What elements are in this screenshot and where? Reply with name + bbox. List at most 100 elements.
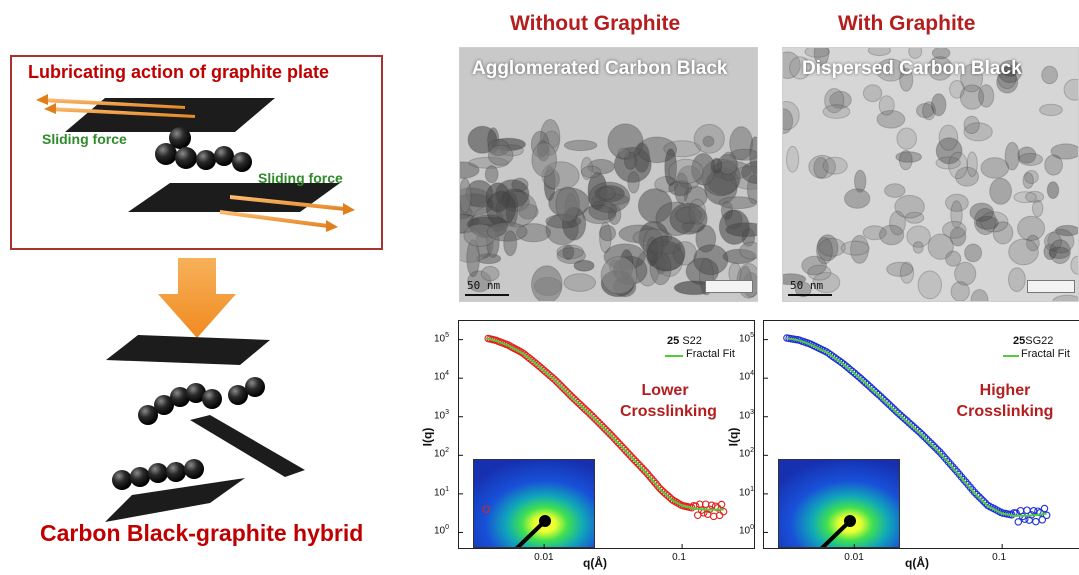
data-point [650,477,658,486]
data-point [959,475,968,484]
tem-image-agglomerated [459,47,758,302]
tem-particle [1032,199,1044,218]
tem-particle [556,247,587,265]
tem-particle [1008,238,1039,266]
tem-particle [906,225,931,248]
scale-bar-label-right: 50 nm [790,279,824,292]
data-point [648,475,656,483]
data-point [842,362,850,370]
data-point [877,392,885,401]
tem-particle [556,244,584,260]
data-point [925,437,933,445]
y-tick-label: 105 [739,331,755,344]
tem-particle [840,240,870,256]
data-point [552,377,560,385]
data-point [580,404,588,412]
data-point [640,466,648,474]
tem-particle [927,233,954,260]
data-point [560,385,568,393]
data-point [550,375,558,383]
tem-stamp-right [1027,280,1075,293]
data-point [927,439,935,448]
tem-particle [898,149,913,171]
tem-particle [1022,172,1034,189]
data-point [920,433,929,441]
data-point [634,459,642,468]
header-with-graphite: With Graphite [838,12,976,35]
y-tick-label: 100 [739,524,755,537]
tem-particle [555,186,580,223]
tem-particle [664,148,678,187]
tem-particle [691,153,716,186]
tem-particle [850,234,869,264]
data-point [1036,508,1044,517]
data-point [642,468,650,476]
tem-particle [693,244,729,276]
data-point [600,424,608,432]
tem-particle [786,145,800,173]
annotation-lower-crosslinking: Lower Crosslinking [620,380,717,422]
legend-name-plot2: SG22 [1025,335,1054,347]
tem-particle [899,261,915,284]
tem-particle [829,90,852,109]
data-point [872,388,881,397]
tem-particle [710,157,723,174]
tem-particle [562,244,575,261]
tem-particle [1050,143,1078,160]
tem-particle [563,273,597,292]
tem-particle [783,101,800,130]
tem-particle [945,250,962,267]
tem-particle [1003,65,1018,77]
tem-particle [1026,234,1040,252]
tem-particle [1044,154,1064,176]
tem-particle [718,196,757,210]
tem-particle [969,202,994,222]
data-point [890,405,898,413]
tem-particle [688,198,707,225]
hybrid-label: Carbon Black-graphite hybrid [40,520,364,546]
data-point [620,444,628,453]
data-point [572,396,580,405]
data-point [844,363,852,372]
data-point [588,411,596,420]
data-point [933,446,942,454]
data-point [717,500,726,509]
tem-particle [959,84,985,110]
tem-particle [1025,190,1045,203]
legend-fit-plot1: Fractal Fit [686,348,735,360]
tem-particle [978,84,995,108]
tem-particle [637,188,673,224]
tem-particle [1046,181,1060,200]
data-point [879,394,887,403]
tem-particle [1024,170,1039,184]
data-point [881,397,889,405]
tem-particle [1043,243,1058,260]
tem-particle [1017,215,1046,242]
tem-particle [674,172,689,205]
data-point [610,434,618,442]
tem-particle [916,103,935,119]
tem-particle [783,108,794,134]
schematic-title: Lubricating action of graphite plate [28,62,330,82]
tem-particle [912,241,924,254]
tem-particle [1041,65,1059,85]
data-point [652,479,660,488]
data-point [592,415,600,424]
lubrication-schematic-box [10,55,383,250]
tem-particle [927,56,953,81]
data-point [604,428,612,436]
saxs-plot-2-marks [763,334,1051,549]
tem-particle [813,157,829,179]
tem-particle [938,124,959,151]
tem-particle [599,221,612,254]
data-point [616,440,624,449]
tem-particle [563,139,598,152]
tem-particle [460,177,472,214]
data-point [626,451,634,459]
tem-particle [960,63,984,93]
y-tick-label: 105 [434,331,450,344]
annotation-line1-plot2: Higher [979,382,1031,399]
tem-particle [1008,267,1026,293]
tem-particle [480,265,500,282]
tem-particle [945,193,969,212]
